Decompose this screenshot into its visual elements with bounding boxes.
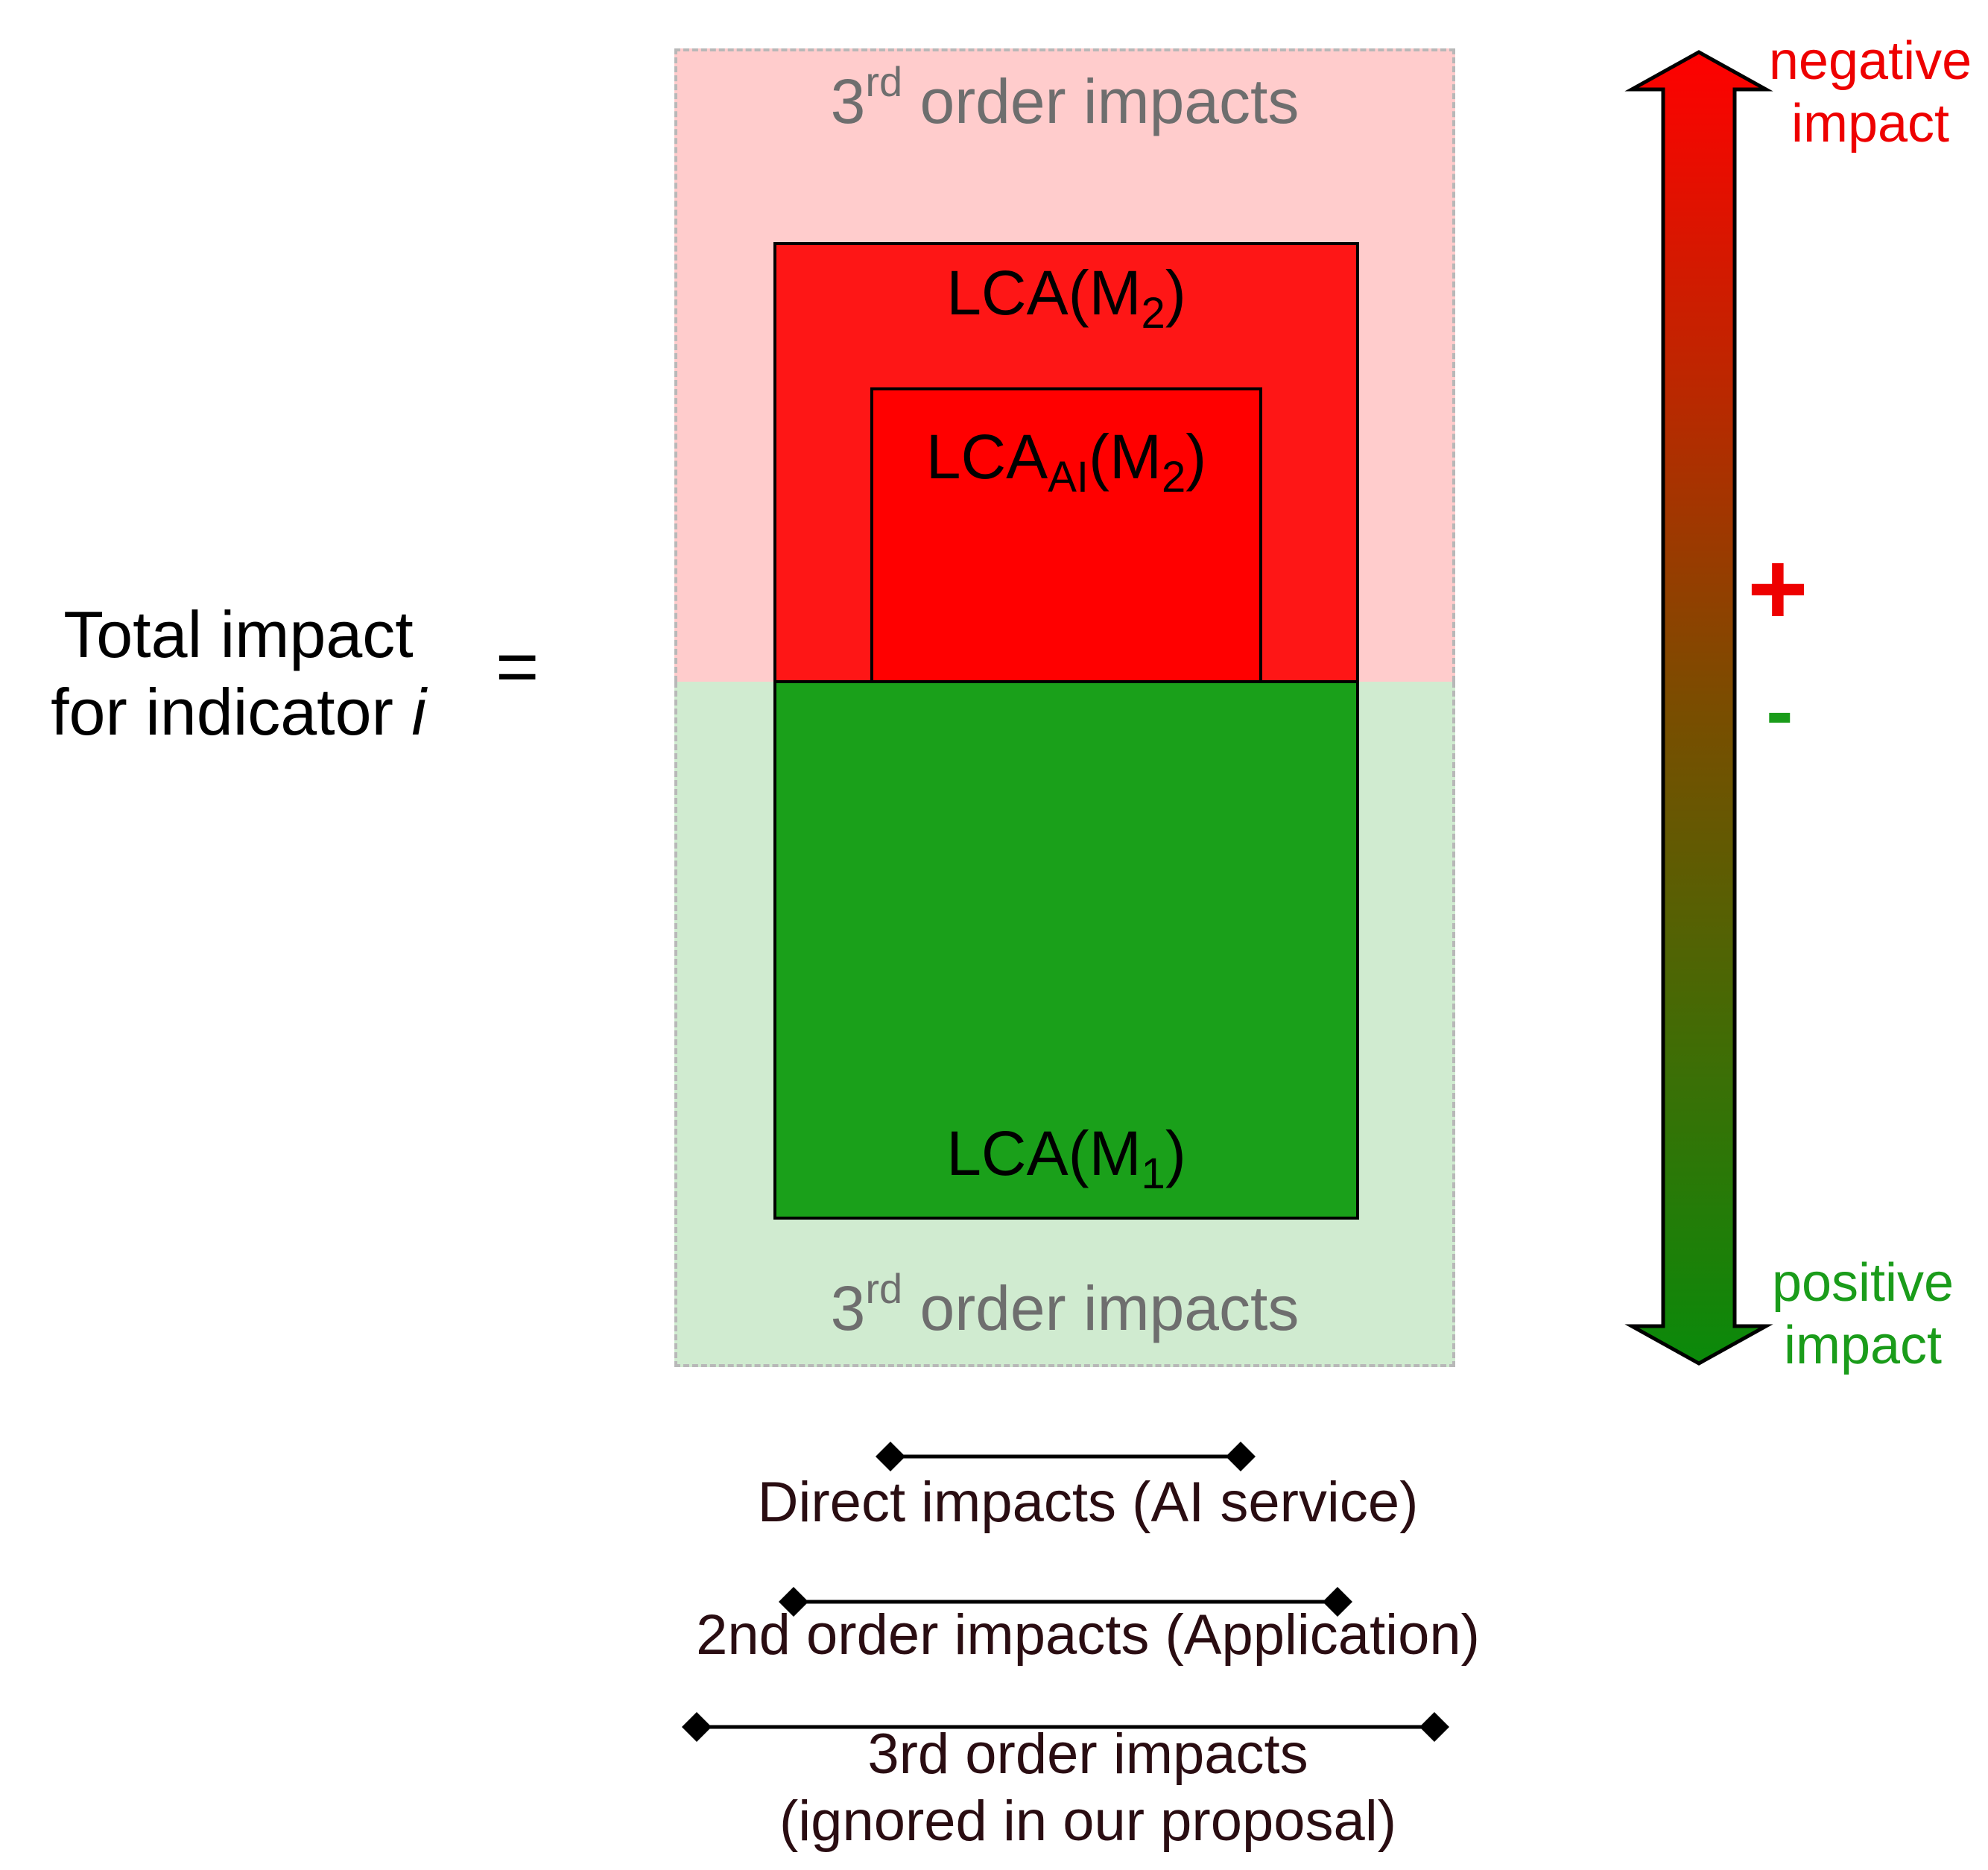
lca-m2-label: LCA(M2) <box>773 257 1359 335</box>
lca-m1-text: LCA(M <box>946 1118 1142 1188</box>
positive-impact-line1: positive <box>1771 1253 1954 1313</box>
total-impact-line1: Total impact <box>63 598 414 671</box>
direct-impacts-label: Direct impacts (AI service) <box>757 1471 1419 1534</box>
third-order-bottom-suffix: order impacts <box>902 1273 1300 1343</box>
lca-m2-text: LCA(M <box>946 258 1142 328</box>
third-order-bottom-label: 3rd order impacts <box>674 1267 1455 1344</box>
third-order-top-label: 3rd order impacts <box>674 60 1455 137</box>
third-order-bracket-line1: 3rd order impacts <box>867 1722 1308 1786</box>
negative-impact-line1: negative <box>1768 31 1972 91</box>
indicator-variable: i <box>411 675 426 749</box>
second-order-bracket <box>779 1587 1352 1617</box>
total-impact-line2: for indicator i <box>15 673 462 751</box>
third-order-bracket-line2: (ignored in our proposal) <box>779 1790 1397 1853</box>
lca-ai-mid: (M <box>1089 422 1162 492</box>
lca-m1-close: ) <box>1165 1118 1186 1188</box>
lca-ai-m2-box <box>870 387 1262 683</box>
positive-impact-line2: impact <box>1783 1316 1943 1375</box>
lca-ai-sub-2: 2 <box>1161 453 1186 501</box>
lca-m1-label: LCA(M1) <box>773 1118 1359 1196</box>
third-order-bottom-sup: rd <box>865 1265 903 1312</box>
direct-impacts-bracket <box>876 1442 1256 1471</box>
arrow-shape <box>1624 50 1773 1366</box>
lca-m2-sub: 2 <box>1141 289 1165 337</box>
lca-ai-sub-ai: AI <box>1048 453 1089 501</box>
total-impact-line2-prefix: for indicator <box>51 675 412 749</box>
impact-scale-arrow <box>1624 50 1773 1366</box>
third-order-bottom-prefix: 3 <box>830 1273 866 1343</box>
third-order-bracket-label: 3rd order impacts (ignored in our propos… <box>671 1721 1505 1855</box>
third-order-top-prefix: 3 <box>830 66 866 136</box>
lca-ai-text: LCA <box>925 422 1048 492</box>
second-order-label: 2nd order impacts (Application) <box>696 1603 1480 1667</box>
negative-impact-line2: impact <box>1791 94 1950 153</box>
plus-sign: + <box>1747 530 1808 647</box>
positive-impact-label: positive impact <box>1744 1252 1982 1377</box>
lca-m2-close: ) <box>1165 258 1186 328</box>
third-order-top-sup: rd <box>865 58 903 105</box>
lca-ai-m2-label: LCAAI(M2) <box>870 421 1262 499</box>
third-order-top-suffix: order impacts <box>902 66 1300 136</box>
third-order-bracket <box>682 1712 1449 1742</box>
lca-ai-close: ) <box>1185 422 1207 492</box>
lca-m1-sub: 1 <box>1141 1150 1165 1198</box>
negative-impact-label: negative impact <box>1744 30 1988 155</box>
lca-m1-box <box>773 680 1359 1220</box>
equals-sign: = <box>496 625 539 709</box>
total-impact-label: Total impact for indicator i <box>15 596 462 751</box>
minus-sign: - <box>1766 665 1794 757</box>
